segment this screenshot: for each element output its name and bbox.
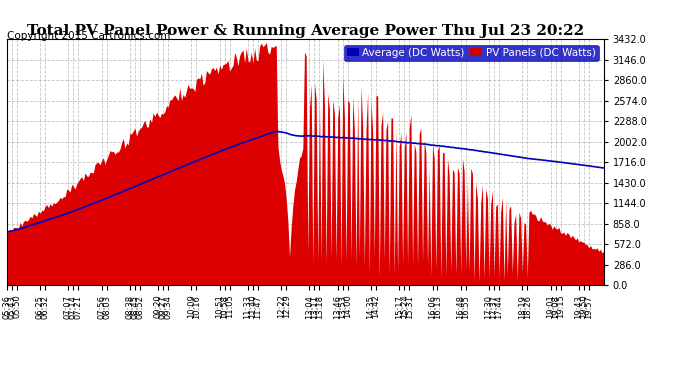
Title: Total PV Panel Power & Running Average Power Thu Jul 23 20:22: Total PV Panel Power & Running Average P…: [27, 24, 584, 38]
Legend: Average (DC Watts), PV Panels (DC Watts): Average (DC Watts), PV Panels (DC Watts): [344, 45, 598, 61]
Text: Copyright 2015 Cartronics.com: Copyright 2015 Cartronics.com: [7, 32, 170, 41]
